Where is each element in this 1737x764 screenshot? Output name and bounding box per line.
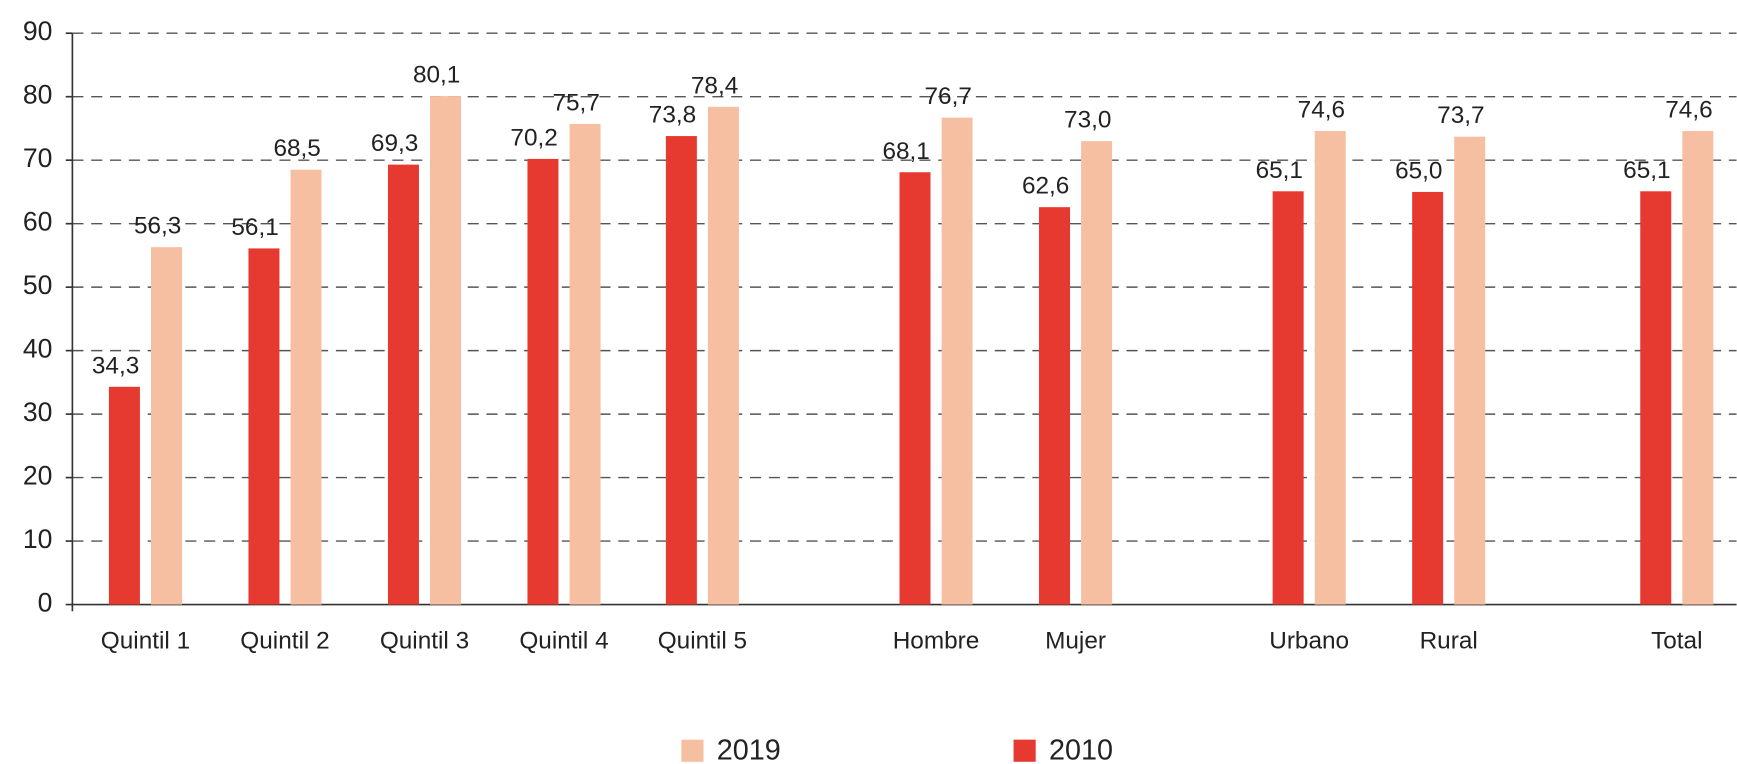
bar bbox=[248, 248, 280, 605]
value-label: 75,7 bbox=[552, 90, 599, 117]
bar bbox=[1640, 191, 1672, 605]
bar bbox=[899, 172, 931, 605]
y-tick-label: 20 bbox=[23, 461, 53, 491]
value-label: 65,0 bbox=[1395, 157, 1442, 184]
x-tick-label: Quintil 4 bbox=[519, 628, 608, 655]
bar bbox=[527, 158, 559, 605]
legend-label: 2010 bbox=[1049, 734, 1113, 764]
legend-swatch bbox=[1013, 739, 1036, 762]
y-tick-label: 0 bbox=[38, 588, 53, 618]
value-label: 73,0 bbox=[1064, 107, 1111, 134]
value-label: 68,1 bbox=[882, 138, 929, 165]
bar bbox=[707, 106, 739, 605]
y-tick-label: 70 bbox=[23, 143, 53, 173]
x-tick-label: Quintil 2 bbox=[240, 628, 329, 655]
value-label: 56,1 bbox=[231, 214, 278, 241]
y-tick-label: 40 bbox=[23, 334, 53, 364]
value-label: 69,3 bbox=[371, 130, 418, 157]
x-tick-label: Hombre bbox=[893, 628, 980, 655]
x-tick-label: Quintil 5 bbox=[658, 628, 747, 655]
bar bbox=[1272, 191, 1304, 605]
bar bbox=[941, 117, 973, 605]
bar bbox=[1412, 191, 1444, 605]
legend-swatch bbox=[681, 739, 704, 762]
value-label: 62,6 bbox=[1022, 173, 1069, 200]
y-tick-label: 60 bbox=[23, 207, 53, 237]
bar bbox=[1039, 207, 1071, 605]
bar bbox=[1081, 141, 1113, 605]
x-tick-label: Total bbox=[1651, 628, 1702, 655]
value-label: 70,2 bbox=[510, 124, 557, 151]
bar bbox=[1682, 130, 1714, 605]
legend-label: 2019 bbox=[717, 734, 781, 764]
value-label: 73,7 bbox=[1437, 102, 1484, 129]
value-label: 78,4 bbox=[691, 72, 738, 99]
x-tick-label: Urbano bbox=[1269, 628, 1349, 655]
value-label: 76,7 bbox=[925, 83, 972, 110]
value-label: 68,5 bbox=[273, 135, 320, 162]
y-tick-label: 80 bbox=[23, 80, 53, 110]
value-label: 80,1 bbox=[413, 62, 460, 89]
y-tick-label: 90 bbox=[23, 16, 53, 46]
bar bbox=[290, 169, 322, 605]
bar bbox=[430, 96, 462, 605]
bar bbox=[387, 164, 419, 605]
value-label: 74,6 bbox=[1665, 96, 1712, 123]
value-label: 56,3 bbox=[134, 213, 181, 240]
value-label: 73,8 bbox=[649, 102, 696, 129]
x-tick-label: Rural bbox=[1420, 628, 1478, 655]
bar bbox=[151, 247, 183, 605]
value-label: 65,1 bbox=[1623, 157, 1670, 184]
value-label: 74,6 bbox=[1298, 96, 1345, 123]
x-tick-label: Quintil 1 bbox=[101, 628, 190, 655]
bar bbox=[569, 123, 601, 605]
x-tick-label: Quintil 3 bbox=[380, 628, 469, 655]
y-tick-label: 50 bbox=[23, 270, 53, 300]
y-tick-label: 30 bbox=[23, 397, 53, 427]
bar bbox=[1454, 136, 1486, 605]
y-tick-label: 10 bbox=[23, 524, 53, 554]
bar bbox=[1314, 130, 1346, 605]
bar bbox=[108, 386, 140, 605]
value-label: 65,1 bbox=[1256, 157, 1303, 184]
x-tick-label: Mujer bbox=[1045, 628, 1106, 655]
value-label: 34,3 bbox=[92, 352, 139, 379]
bar bbox=[665, 136, 697, 605]
